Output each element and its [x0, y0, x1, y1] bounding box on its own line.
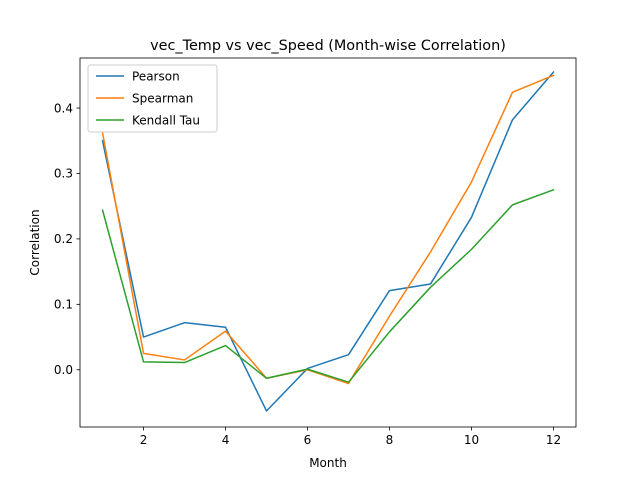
y-tick-label: 0.4	[54, 101, 73, 115]
y-tick-label: 0.2	[54, 232, 73, 246]
series-line-spearman	[101, 74, 555, 385]
axes-frame	[79, 57, 577, 428]
y-tick-label: 0.0	[54, 363, 73, 377]
legend-label: Kendall Tau	[132, 113, 200, 127]
y-axis: 0.0 0.1 0.2 0.3 0.4	[54, 101, 80, 377]
y-tick-label: 0.1	[54, 298, 73, 312]
x-tick-label: 8	[386, 433, 394, 447]
y-axis-label: Correlation	[28, 209, 42, 275]
x-tick-label: 6	[304, 433, 312, 447]
legend: Pearson Spearman Kendall Tau	[87, 64, 218, 133]
series-line-kendall-tau	[101, 188, 555, 383]
y-tick-label: 0.3	[54, 167, 73, 181]
x-axis-label: Month	[309, 456, 347, 470]
legend-label: Pearson	[132, 69, 180, 83]
x-tick-label: 12	[546, 433, 561, 447]
series-line-pearson	[101, 71, 555, 412]
x-tick-label: 4	[222, 433, 230, 447]
x-axis: 2 4 6 8 10 12	[140, 427, 561, 447]
legend-box	[87, 64, 218, 133]
series-layer	[101, 71, 555, 412]
legend-label: Spearman	[132, 91, 193, 105]
chart-title: vec_Temp vs vec_Speed (Month-wise Correl…	[150, 38, 506, 54]
x-tick-label: 2	[140, 433, 148, 447]
x-tick-label: 10	[464, 433, 479, 447]
